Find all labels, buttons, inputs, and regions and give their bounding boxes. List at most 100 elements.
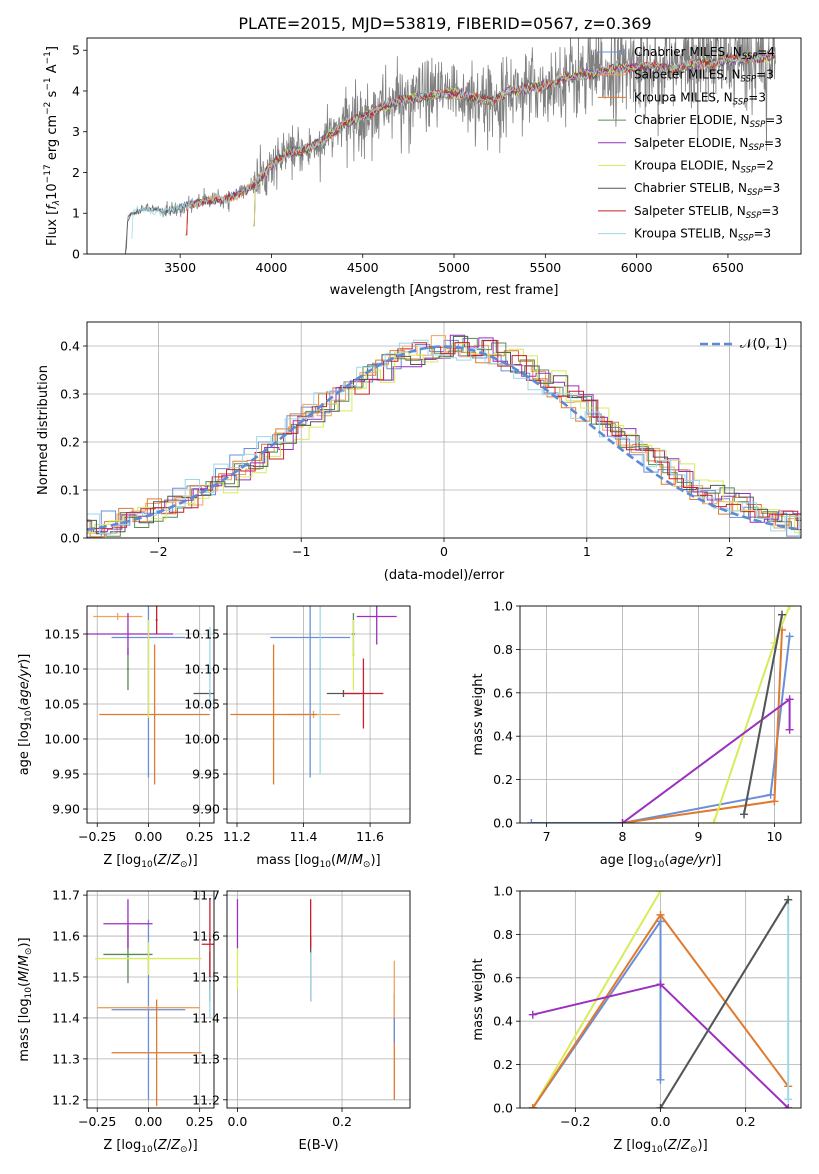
legend-text: Chabrier MILES, N xyxy=(634,45,742,59)
x-tick-label: 10 xyxy=(766,829,782,844)
legend-text: Salpeter MILES, N xyxy=(634,68,741,82)
y-tick-label: 0.0 xyxy=(60,531,80,546)
label-part: erg cm xyxy=(45,115,60,164)
legend-text: Chabrier STELIB, N xyxy=(634,181,747,195)
x-tick-label: 0.2 xyxy=(736,1114,756,1129)
axes-frame xyxy=(519,605,802,824)
series-marker xyxy=(778,610,787,619)
legend-text: Salpeter ELODIE, N xyxy=(634,136,748,150)
mass_vs_Z-plot-area xyxy=(87,891,214,1108)
label-part: ( xyxy=(153,853,158,868)
histogram-salpeter-elodie xyxy=(87,334,801,532)
y-tick-label: 11.6 xyxy=(192,929,220,944)
y-tick-label: 0 xyxy=(72,247,80,262)
label-part: −17 xyxy=(43,164,53,183)
series-line-chabrier-stelib xyxy=(743,614,783,815)
label-part: −1 xyxy=(43,51,53,64)
y-tick-label: 0.8 xyxy=(493,642,513,657)
data-point-kroupa-miles xyxy=(230,644,317,785)
x-axis-label: Z [log10(Z/Z⊙)] xyxy=(613,1138,707,1155)
legend-entry: Chabrier ELODIE, NSSP=3 xyxy=(634,113,783,130)
legend-gaussian-label: 𝒩(0, 1) xyxy=(740,337,787,352)
series-marker xyxy=(528,1010,537,1019)
y-tick-label: 10.05 xyxy=(44,697,80,712)
axes-frame xyxy=(86,37,802,255)
x-tick-label: 0 xyxy=(440,544,448,559)
legend-sub: SSP xyxy=(741,166,757,176)
label-part: )] xyxy=(698,1138,708,1153)
figure-title: PLATE=2015, MJD=53819, FIBERID=0567, z=0… xyxy=(238,14,651,33)
y-tick-label: 11.5 xyxy=(192,969,220,984)
x-tick-label: 3500 xyxy=(164,260,196,275)
y-tick-label: 11.4 xyxy=(192,1010,220,1025)
series-marker xyxy=(656,1104,665,1108)
data-point-kroupa-miles xyxy=(111,999,202,1106)
label-part: Z [log xyxy=(613,1138,651,1153)
y-tick-label: 4 xyxy=(72,83,80,98)
y-tick-label: 10.05 xyxy=(184,697,220,712)
x-tick-label: −0.25 xyxy=(78,829,116,844)
legend-sub: SSP xyxy=(742,52,758,62)
y-tick-label: 9.90 xyxy=(52,802,80,817)
y-tick-label: 1.0 xyxy=(493,884,513,899)
y-tick-label: 0.4 xyxy=(493,1014,513,1029)
y-tick-label: 0.0 xyxy=(493,1101,513,1116)
legend-entry: Kroupa ELODIE, NSSP=2 xyxy=(634,159,774,176)
y-axis-label: age [log10(age/yr)] xyxy=(17,654,34,776)
series-marker xyxy=(656,910,665,919)
legend-text: Kroupa MILES, N xyxy=(634,90,733,104)
label-part: 10 xyxy=(653,860,665,870)
y-tick-label: 0.8 xyxy=(493,927,513,942)
y-tick-label: 10.15 xyxy=(184,627,220,642)
x-tick-label: 11.6 xyxy=(356,829,384,844)
label-part: ⊙ xyxy=(180,860,188,870)
legend-text: Kroupa ELODIE, N xyxy=(634,159,741,173)
label-part: s xyxy=(45,90,60,101)
y-tick-label: 11.3 xyxy=(192,1051,220,1066)
x-tick-label: 5000 xyxy=(438,260,470,275)
y-tick-label: 10.10 xyxy=(44,662,80,677)
y-tick-label: 11.4 xyxy=(52,1010,80,1025)
x-axis-label: (data-model)/error xyxy=(384,568,505,583)
legend-entry: Kroupa STELIB, NSSP=3 xyxy=(634,227,771,244)
data-point-kroupa-elodie xyxy=(351,620,356,690)
label-part: M xyxy=(336,853,347,868)
label-part: ( xyxy=(663,1138,668,1153)
series-marker xyxy=(527,819,536,823)
label-part: Z [log xyxy=(103,1138,141,1153)
legend-suffix: =3 xyxy=(765,113,783,127)
y-tick-label: 10.00 xyxy=(44,732,80,747)
x-tick-label: −0.2 xyxy=(560,1114,590,1129)
y-tick-label: 10.10 xyxy=(184,662,220,677)
data-point-kroupa-stelib xyxy=(318,606,322,774)
y-tick-label: 1.0 xyxy=(493,599,513,614)
data-point-salpeter-elodie xyxy=(87,613,174,655)
legend-sub: SSP xyxy=(750,120,766,130)
series-marker xyxy=(709,819,718,823)
label-part: Z xyxy=(157,853,168,868)
y-tick-label: 0.0 xyxy=(493,816,513,831)
model-line-chabrier-stelib xyxy=(124,53,776,254)
series-marker xyxy=(656,980,665,989)
legend-suffix: =4 xyxy=(757,45,775,59)
label-part: 10 xyxy=(141,860,153,870)
label-part: Z xyxy=(680,1138,691,1153)
axes-frame xyxy=(519,890,802,1109)
y-tick-label: 0.2 xyxy=(493,772,513,787)
label-part: )] xyxy=(188,853,198,868)
histogram-kroupa-stelib xyxy=(87,339,801,537)
x-tick-label: 6500 xyxy=(712,260,744,275)
series-marker xyxy=(785,632,794,641)
label-part: 10 xyxy=(45,183,60,200)
data-point-salpeter-elodie xyxy=(103,899,153,949)
x-tick-label: 5500 xyxy=(529,260,561,275)
legend-text: Chabrier ELODIE, N xyxy=(634,113,750,127)
y-tick-label: 0.6 xyxy=(493,970,513,985)
y-tick-label: 9.95 xyxy=(192,767,220,782)
y-tick-label: 9.95 xyxy=(52,767,80,782)
label-part: Z [log xyxy=(103,853,141,868)
label-part: / xyxy=(347,853,352,868)
legend-suffix: =3 xyxy=(761,204,779,218)
y-tick-label: 11.2 xyxy=(192,1092,220,1107)
label-part: ( xyxy=(664,853,669,868)
